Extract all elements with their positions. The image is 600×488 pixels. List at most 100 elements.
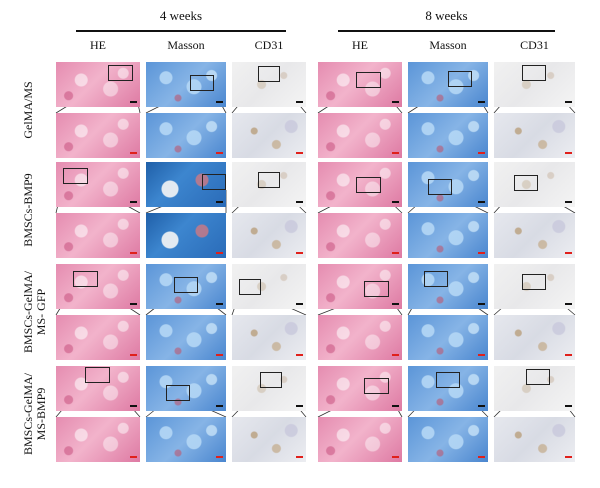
- column-header: HE: [90, 38, 106, 52]
- scale-bar: [216, 405, 223, 407]
- inset-box: [73, 271, 98, 287]
- scale-bar: [130, 152, 137, 154]
- cd31-panel-zoom: [494, 113, 575, 158]
- scale-bar: [565, 456, 572, 458]
- scale-bar: [478, 405, 485, 407]
- scale-bar: [130, 456, 137, 458]
- scale-bar: [130, 303, 137, 305]
- cd31-panel: [494, 366, 575, 411]
- scale-bar: [392, 201, 399, 203]
- scale-bar: [296, 456, 303, 458]
- inset-box: [424, 271, 448, 287]
- group-title: 4 weeks: [159, 8, 203, 23]
- scale-bar: [478, 354, 485, 356]
- cd31-panel: [232, 366, 306, 411]
- masson-panel: [146, 62, 226, 107]
- inset-box: [526, 369, 550, 385]
- scale-bar: [216, 152, 223, 154]
- he-panel-zoom: [318, 113, 402, 158]
- scale-bar: [565, 405, 572, 407]
- row-label: BMSCs-BMP9: [21, 173, 35, 247]
- he-panel-zoom: [318, 417, 402, 462]
- he-panel: [56, 62, 140, 107]
- inset-box: [522, 274, 546, 290]
- scale-bar: [392, 303, 399, 305]
- masson-panel: [408, 366, 488, 411]
- he-panel: [318, 264, 402, 309]
- he-panel-zoom: [56, 417, 140, 462]
- scale-bar: [216, 303, 223, 305]
- masson-panel-zoom: [146, 113, 226, 158]
- cd31-panel-zoom: [494, 417, 575, 462]
- he-panel-zoom: [56, 213, 140, 258]
- inset-box: [356, 72, 381, 88]
- inset-box: [448, 71, 472, 87]
- masson-panel: [408, 264, 488, 309]
- scale-bar: [130, 252, 137, 254]
- masson-panel-zoom: [408, 417, 488, 462]
- scale-bar: [130, 354, 137, 356]
- masson-panel: [146, 162, 226, 207]
- cd31-panel-zoom: [232, 417, 306, 462]
- inset-box: [514, 175, 538, 191]
- group-title: 8 weeks: [425, 8, 468, 23]
- scale-bar: [296, 152, 303, 154]
- row-label: BMSCs-GelMA/ MS- GFP: [21, 271, 48, 354]
- group-rule: [76, 30, 286, 32]
- he-panel-zoom: [318, 315, 402, 360]
- scale-bar: [392, 456, 399, 458]
- inset-box: [63, 168, 88, 184]
- scale-bar: [130, 201, 137, 203]
- inset-box: [260, 372, 282, 388]
- column-header: HE: [352, 38, 368, 52]
- scale-bar: [392, 405, 399, 407]
- scale-bar: [392, 354, 399, 356]
- scale-bar: [216, 252, 223, 254]
- scale-bar: [565, 201, 572, 203]
- masson-panel: [408, 162, 488, 207]
- masson-panel: [146, 264, 226, 309]
- inset-box: [258, 172, 280, 188]
- scale-bar: [216, 456, 223, 458]
- inset-box: [364, 281, 389, 297]
- scale-bar: [130, 405, 137, 407]
- masson-panel-zoom: [146, 315, 226, 360]
- column-header: Masson: [167, 38, 205, 52]
- group-rule: [338, 30, 555, 32]
- scale-bar: [565, 303, 572, 305]
- column-header: CD31: [520, 38, 549, 52]
- scale-bar: [478, 101, 485, 103]
- cd31-panel: [494, 162, 575, 207]
- column-header: CD31: [254, 38, 284, 52]
- scale-bar: [392, 152, 399, 154]
- scale-bar: [296, 101, 303, 103]
- masson-panel-zoom: [408, 213, 488, 258]
- cd31-panel-zoom: [232, 213, 306, 258]
- inset-box: [166, 385, 190, 401]
- column-header: Masson: [429, 38, 467, 52]
- cd31-panel: [494, 264, 575, 309]
- cd31-panel-zoom: [232, 113, 306, 158]
- scale-bar: [478, 303, 485, 305]
- cd31-panel: [494, 62, 575, 107]
- scale-bar: [296, 405, 303, 407]
- inset-box: [436, 372, 460, 388]
- he-panel: [318, 366, 402, 411]
- cd31-panel-zoom: [494, 315, 575, 360]
- scale-bar: [478, 252, 485, 254]
- scale-bar: [296, 354, 303, 356]
- he-panel: [56, 162, 140, 207]
- scale-bar: [565, 354, 572, 356]
- scale-bar: [392, 252, 399, 254]
- inset-box: [202, 174, 226, 190]
- masson-panel-zoom: [146, 213, 226, 258]
- inset-box: [174, 277, 198, 293]
- masson-panel-zoom: [146, 417, 226, 462]
- cd31-panel-zoom: [232, 315, 306, 360]
- he-panel: [318, 62, 402, 107]
- cd31-panel: [232, 264, 306, 309]
- inset-box: [239, 279, 261, 295]
- he-panel-zoom: [56, 113, 140, 158]
- masson-panel-zoom: [408, 315, 488, 360]
